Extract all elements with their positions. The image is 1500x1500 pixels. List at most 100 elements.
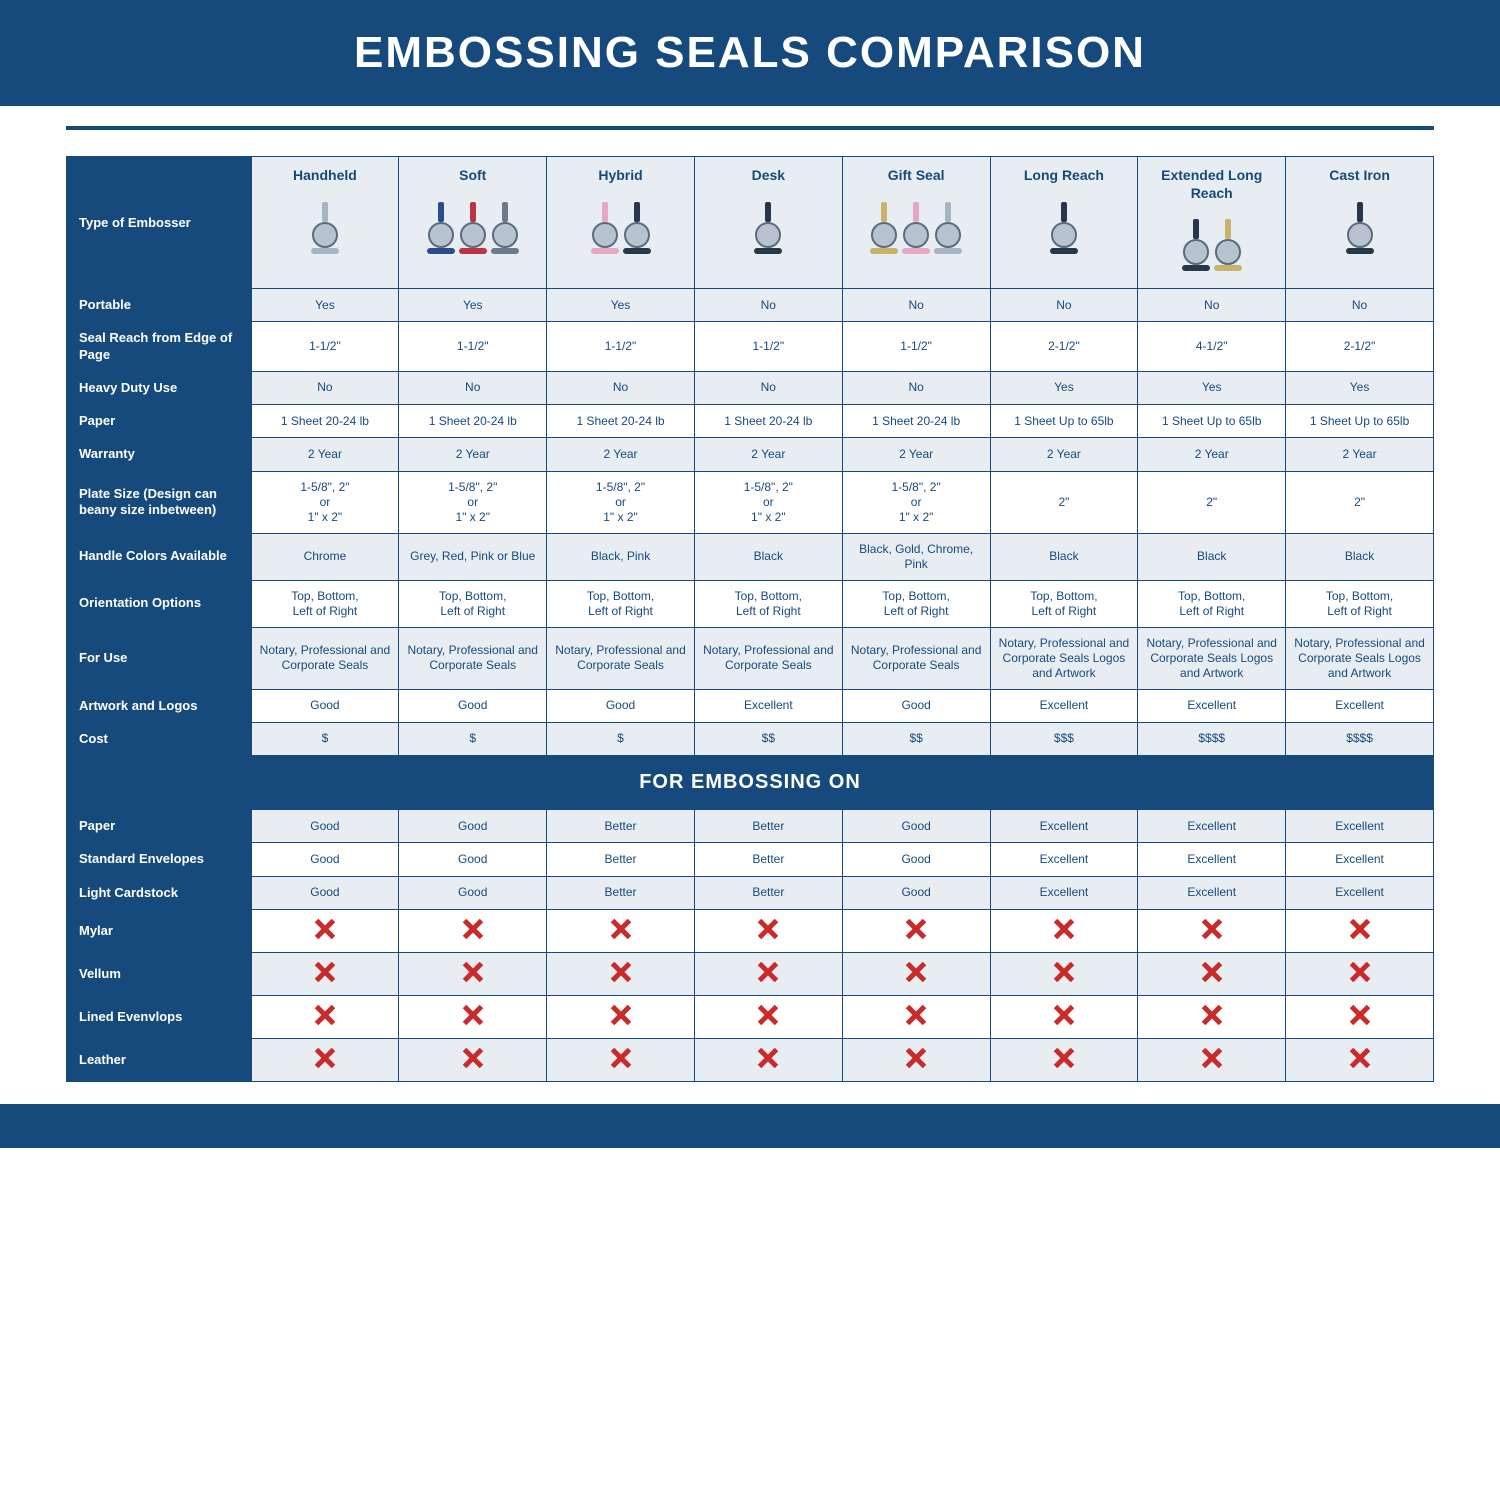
embosser-icon [870,202,898,254]
table-cell: 2 Year [694,438,842,471]
table-cell: Excellent [1138,689,1286,722]
table-cell: 2 Year [1286,438,1434,471]
table-cell: Yes [1138,371,1286,404]
table-cell: 1-5/8", 2"or1" x 2" [842,471,990,533]
comparison-table-wrap: Type of Embosser HandheldSoftHybridDeskG… [0,130,1500,1082]
table-cell: 2 Year [251,438,399,471]
table-row: Orientation OptionsTop, Bottom,Left of R… [67,580,1434,627]
row-label: Paper [67,810,252,843]
table-cell: No [990,289,1138,322]
table-row: Artwork and LogosGoodGoodGoodExcellentGo… [67,689,1434,722]
table-cell [251,909,399,952]
table-row: Vellum [67,952,1434,995]
not-supported-icon [905,1047,927,1069]
table-cell: 2-1/2" [990,322,1138,372]
table-cell: Better [547,843,695,876]
table-cell: No [694,289,842,322]
not-supported-icon [905,918,927,940]
column-header: Hybrid [547,157,695,289]
table-cell: Excellent [1138,843,1286,876]
table-cell: 1-5/8", 2"or1" x 2" [399,471,547,533]
table-cell: Top, Bottom,Left of Right [990,580,1138,627]
table-cell: Top, Bottom,Left of Right [1138,580,1286,627]
column-header: Extended Long Reach [1138,157,1286,289]
column-header: Handheld [251,157,399,289]
table-cell: Grey, Red, Pink or Blue [399,533,547,580]
table-cell: Black, Gold, Chrome, Pink [842,533,990,580]
table-cell: Black [1138,533,1286,580]
table-cell: Better [694,876,842,909]
embosser-icon [427,202,455,254]
table-cell [1138,1038,1286,1081]
table-cell: Top, Bottom,Left of Right [547,580,695,627]
table-cell: No [251,371,399,404]
title-band: EMBOSSING SEALS COMPARISON [0,0,1500,106]
table-cell: 1-1/2" [399,322,547,372]
table-cell [990,909,1138,952]
table-cell: Top, Bottom,Left of Right [399,580,547,627]
embosser-icon [591,202,619,254]
not-supported-icon [1053,1047,1075,1069]
table-cell: Black, Pink [547,533,695,580]
embosser-icon [1182,219,1210,271]
not-supported-icon [757,961,779,983]
column-header: Gift Seal [842,157,990,289]
not-supported-icon [462,961,484,983]
table-cell: 1-5/8", 2"or1" x 2" [251,471,399,533]
row-label: Standard Envelopes [67,843,252,876]
table-cell: No [694,371,842,404]
not-supported-icon [610,961,632,983]
embosser-icon [1050,202,1078,254]
table-row: Heavy Duty UseNoNoNoNoNoYesYesYes [67,371,1434,404]
table-row: Handle Colors AvailableChromeGrey, Red, … [67,533,1434,580]
row-label: Handle Colors Available [67,533,252,580]
row-label: Artwork and Logos [67,689,252,722]
table-cell: 1 Sheet Up to 65lb [1138,405,1286,438]
table-cell: Excellent [1286,810,1434,843]
table-cell: Good [842,810,990,843]
table-cell: Notary, Professional and Corporate Seals [842,627,990,689]
table-cell: Good [842,689,990,722]
not-supported-icon [757,918,779,940]
table-cell: Excellent [1286,843,1434,876]
not-supported-icon [610,1004,632,1026]
table-cell: 1 Sheet Up to 65lb [990,405,1138,438]
embosser-icon [491,202,519,254]
section-band: FOR EMBOSSING ON [67,756,1434,810]
table-cell: Better [547,810,695,843]
row-label: Lined Evenvlops [67,995,252,1038]
table-cell: No [1286,289,1434,322]
row-label: Heavy Duty Use [67,371,252,404]
not-supported-icon [1053,1004,1075,1026]
table-cell [251,1038,399,1081]
table-cell: Excellent [990,876,1138,909]
table-row: Mylar [67,909,1434,952]
not-supported-icon [1349,1004,1371,1026]
table-cell: 2" [990,471,1138,533]
table-cell: Good [399,810,547,843]
table-row: PaperGoodGoodBetterBetterGoodExcellentEx… [67,810,1434,843]
column-header: Long Reach [990,157,1138,289]
table-cell: 1-5/8", 2"or1" x 2" [694,471,842,533]
table-cell: 1-1/2" [251,322,399,372]
table-cell [842,909,990,952]
table-cell: Yes [251,289,399,322]
table-cell [547,952,695,995]
table-cell: Good [251,843,399,876]
table-cell [842,1038,990,1081]
table-row: Paper1 Sheet 20-24 lb1 Sheet 20-24 lb1 S… [67,405,1434,438]
table-cell: $$$ [990,722,1138,755]
not-supported-icon [1349,961,1371,983]
table-cell: No [547,371,695,404]
column-header: Cast Iron [1286,157,1434,289]
table-cell: Top, Bottom,Left of Right [1286,580,1434,627]
table-cell: 2 Year [990,438,1138,471]
table-cell [990,1038,1138,1081]
table-cell: Notary, Professional and Corporate Seals [399,627,547,689]
embosser-thumb [405,193,540,263]
table-cell [694,909,842,952]
not-supported-icon [757,1004,779,1026]
table-cell: 2-1/2" [1286,322,1434,372]
table-cell [547,909,695,952]
not-supported-icon [610,1047,632,1069]
